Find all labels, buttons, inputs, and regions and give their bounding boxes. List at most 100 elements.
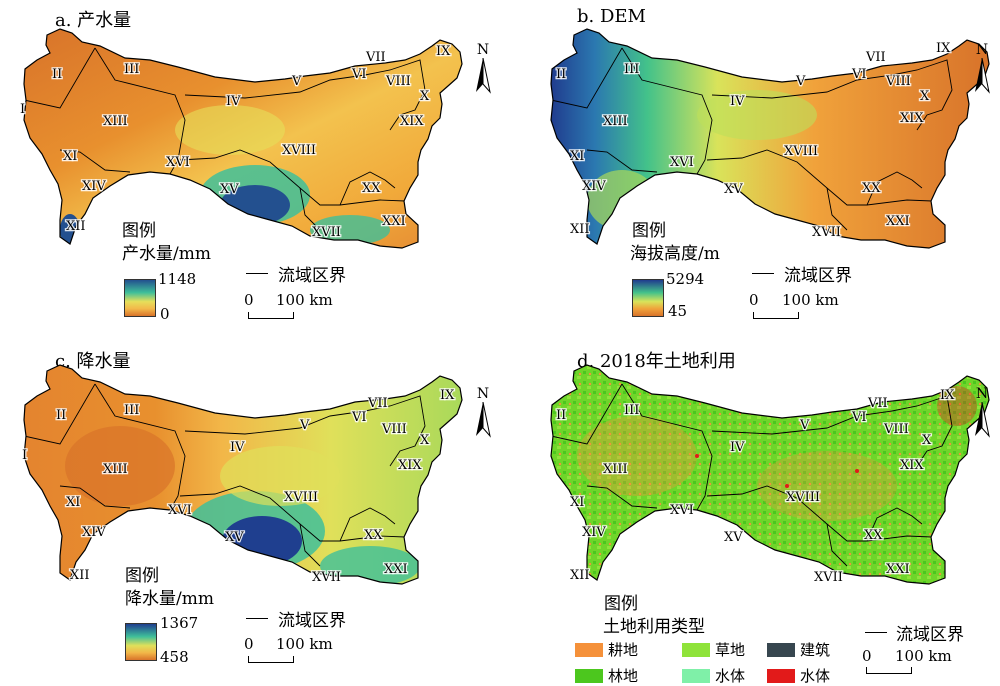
north-label: N <box>975 386 989 402</box>
region-label: XIV <box>82 179 106 194</box>
region-label: XII <box>66 219 86 234</box>
legend-item-label: 草地 <box>715 641 746 659</box>
region-label: VIII <box>381 422 407 437</box>
legend-max: 1367 <box>160 614 199 632</box>
region-label: XIX <box>400 114 424 129</box>
north-label: N <box>476 386 490 402</box>
region-label: XIII <box>103 462 128 477</box>
region-label: XXI <box>382 214 406 229</box>
legend-title: 图例 <box>632 221 666 241</box>
region-label: V <box>799 418 810 433</box>
region-label: XIX <box>900 458 924 473</box>
region-label: VII <box>867 396 888 411</box>
region-label: XVII <box>814 570 843 585</box>
panel-title: b. DEM <box>577 6 646 27</box>
legend-variable: 产水量/mm <box>122 244 211 264</box>
region-label: XVII <box>312 225 341 240</box>
region-label: IV <box>730 440 745 455</box>
scale-bar <box>866 667 912 674</box>
legend-item-label: 水体 <box>715 667 746 685</box>
region-label: XX <box>364 528 383 543</box>
boundary-line-symbol <box>752 273 774 274</box>
scale-label: 100 km <box>276 635 333 653</box>
region-label: II <box>56 408 66 423</box>
region-label: IV <box>226 94 241 109</box>
region-label: I <box>22 448 27 463</box>
scale-label: 100 km <box>895 647 952 665</box>
region-label: XVIII <box>282 143 316 158</box>
region-label: XXI <box>886 214 910 229</box>
panel-title: d. 2018年土地利用 <box>577 351 736 372</box>
basin-boundaries <box>551 47 953 231</box>
north-arrow-icon: N <box>972 42 992 102</box>
region-label: IX <box>936 41 951 56</box>
region-label: XI <box>570 495 584 510</box>
boundary-label: 流域区界 <box>784 266 852 286</box>
swatch-water <box>682 669 710 683</box>
region-label: II <box>52 67 62 82</box>
region-label: III <box>124 62 139 77</box>
legend-min: 45 <box>668 302 688 320</box>
panel-title: a. 产水量 <box>55 10 132 31</box>
swatch-water-red <box>767 669 795 683</box>
boundary-label: 流域区界 <box>278 266 346 286</box>
region-label: V <box>299 418 310 433</box>
region-label: XV <box>220 182 239 197</box>
region-label: V <box>795 74 806 89</box>
region-label: VII <box>365 50 386 65</box>
region-label: IX <box>940 388 955 403</box>
region-label: XI <box>66 495 80 510</box>
region-label: VII <box>865 50 886 65</box>
north-arrow-icon: N <box>473 386 493 446</box>
boundary-label: 流域区界 <box>896 625 964 645</box>
scale-zero: 0 <box>244 291 254 309</box>
region-label: XIII <box>603 114 628 129</box>
region-label: X <box>920 89 930 104</box>
boundary-line-symbol <box>246 618 268 619</box>
landuse-map <box>550 364 990 585</box>
region-label: XVII <box>312 570 341 585</box>
region-label: XXI <box>384 562 408 577</box>
panel-dem: b. DEM II III XIII <box>500 0 1000 341</box>
boundary-line-symbol <box>246 273 268 274</box>
region-label: IV <box>730 94 745 109</box>
region-label: II <box>556 67 566 82</box>
colorbar <box>632 279 664 317</box>
region-label: XVIII <box>786 490 820 505</box>
scale-bar <box>248 656 294 663</box>
region-label: VI <box>351 67 367 82</box>
region-label: VI <box>351 410 367 425</box>
region-labels: II III XIII XI XIV XII IV XVI XV XVIII X… <box>555 40 953 242</box>
region-label: XVI <box>670 155 694 170</box>
scale-zero: 0 <box>244 635 254 653</box>
region-label: XI <box>570 149 584 164</box>
legend-max: 1148 <box>158 270 197 288</box>
region-labels: II III I XIII XI XIV XII IV XVI XV XVIII… <box>21 387 457 587</box>
precipitation-map <box>23 364 463 585</box>
region-label: IX <box>436 44 451 59</box>
panel-landuse-2018: d. 2018年土地利用 <box>500 341 1000 685</box>
legend-title: 图例 <box>125 566 159 586</box>
region-label: XX <box>362 181 381 196</box>
region-label: XII <box>70 568 90 583</box>
region-label: IV <box>230 440 245 455</box>
scale-bar <box>753 312 799 319</box>
region-label: XV <box>724 530 743 545</box>
region-label: XVI <box>166 155 190 170</box>
basin-boundaries <box>551 383 953 567</box>
legend-item-label: 建筑 <box>800 641 831 659</box>
north-arrow-icon: N <box>972 386 992 446</box>
region-label: III <box>124 403 139 418</box>
swatch-cropland <box>575 643 603 657</box>
region-label: V <box>291 74 302 89</box>
legend-title: 图例 <box>122 221 156 241</box>
north-label: N <box>476 42 490 58</box>
region-label: VII <box>367 396 388 411</box>
region-label: IX <box>440 388 455 403</box>
legend-variable: 降水量/mm <box>125 589 214 609</box>
scale-label: 100 km <box>782 291 839 309</box>
legend-item-label: 林地 <box>608 667 639 685</box>
region-label: XI <box>63 149 77 164</box>
region-label: XXI <box>886 562 910 577</box>
panel-title: c. 降水量 <box>55 351 131 372</box>
